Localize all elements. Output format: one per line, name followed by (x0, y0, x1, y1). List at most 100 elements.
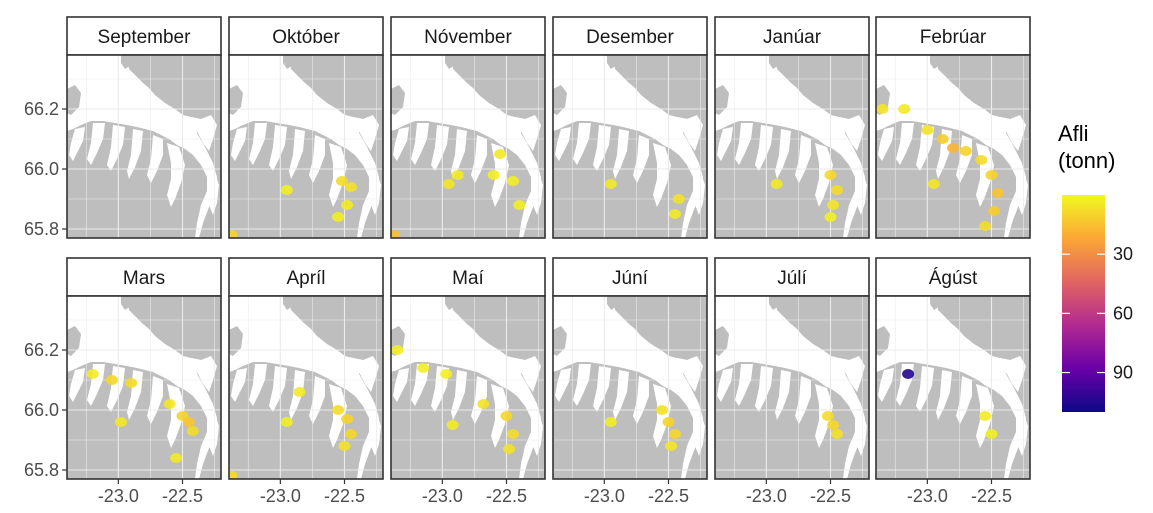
facet-label: September (98, 27, 192, 48)
land-area (283, 55, 293, 69)
map-panel (228, 295, 384, 480)
catch-cell (446, 420, 459, 430)
sea-area (839, 115, 865, 151)
sea-area (529, 165, 543, 215)
land-area (445, 55, 455, 69)
facet-strip: Janúar (714, 16, 870, 56)
panel-border (66, 295, 222, 480)
map-panel (228, 54, 384, 239)
catch-cell (988, 206, 1001, 216)
map-body (876, 296, 1030, 479)
sea-area (391, 55, 541, 238)
sea-area (555, 368, 571, 402)
panel-border (228, 295, 384, 480)
land-area (715, 85, 729, 115)
facet-8: Apríl (228, 257, 384, 480)
sea-area (491, 143, 509, 207)
sea-area (593, 366, 611, 412)
land-area (876, 326, 890, 356)
sea-area (936, 370, 952, 420)
map-panel (390, 54, 546, 239)
land-area (715, 326, 729, 356)
sea-area (916, 125, 934, 171)
facet-strip-box (552, 16, 708, 56)
x-tick-label: -23.0 (98, 486, 139, 506)
facet-strip-box (228, 16, 384, 56)
catch-cell (335, 176, 348, 186)
facet-label: Apríl (286, 268, 325, 289)
catch-cell (163, 399, 176, 409)
sea-area (876, 55, 1026, 238)
catch-cell (830, 185, 843, 195)
catch-cell (979, 221, 992, 231)
sea-area (491, 384, 509, 448)
catch-cell (500, 411, 513, 421)
sea-area (515, 115, 541, 151)
sea-area (775, 370, 791, 420)
y-tick-label: 66.2 (24, 99, 59, 119)
panel-border (390, 54, 546, 239)
catch-cell (293, 387, 306, 397)
facet-label: Október (272, 27, 340, 48)
panel-border (875, 54, 1031, 239)
land-area (930, 296, 940, 310)
map-body (229, 296, 383, 479)
facet-11: Júlí (714, 257, 870, 480)
facet-strip: September (66, 16, 222, 56)
sea-area (87, 123, 105, 165)
sea-area (393, 127, 409, 161)
sea-area (1000, 115, 1026, 151)
x-axis: -23.0 -22.5 -23.0 -22.5 -23.0 -22.5 -23.0 -22.5… (98, 479, 1012, 506)
catch-cell (440, 369, 453, 379)
land-area (495, 296, 545, 352)
facet-7: Mars (66, 257, 222, 480)
facet-strip: Mars (66, 257, 222, 297)
sea-area (691, 406, 705, 456)
land-area (607, 55, 617, 69)
panel-border (66, 54, 222, 239)
x-tick-label: -22.5 (486, 486, 527, 506)
map-panel (390, 295, 546, 480)
sea-area (87, 364, 105, 406)
land-area (333, 55, 383, 111)
land-area (283, 296, 293, 310)
sea-area (1014, 406, 1028, 456)
sea-area (691, 165, 705, 215)
sea-area (916, 366, 934, 412)
catch-cell (827, 200, 840, 210)
facet-10: Júní (552, 257, 708, 480)
sea-area (735, 123, 753, 165)
sea-area (717, 127, 733, 161)
sea-area (69, 127, 85, 161)
x-tick-label: -22.5 (324, 486, 365, 506)
catch-cell (341, 200, 354, 210)
land-area (67, 85, 81, 115)
y-tick-label: 66.0 (24, 400, 59, 420)
sea-area (451, 370, 467, 420)
catch-cell (985, 170, 998, 180)
sea-area (715, 296, 865, 479)
catch-cell (105, 375, 118, 385)
facet-5: Janúar (714, 16, 870, 239)
map-body (553, 296, 707, 479)
map-body (67, 296, 221, 479)
land-area (229, 85, 243, 115)
sea-area (613, 129, 629, 179)
sea-area (515, 356, 541, 392)
sea-area (795, 135, 811, 183)
catch-cell (898, 104, 911, 114)
panel-border (552, 295, 708, 480)
sea-area (367, 165, 381, 215)
catch-cell (824, 212, 837, 222)
land-area (391, 85, 405, 115)
facet-strip: Ágúst (875, 257, 1031, 297)
y-tick-label: 66.2 (24, 340, 59, 360)
map-panel (552, 295, 708, 480)
sea-area (529, 406, 543, 456)
catch-cell (494, 149, 507, 159)
sea-area (67, 296, 217, 479)
catch-cell (672, 194, 685, 204)
facet-label: Janúar (763, 27, 822, 48)
catch-cell (665, 441, 678, 451)
sea-area (613, 370, 629, 420)
